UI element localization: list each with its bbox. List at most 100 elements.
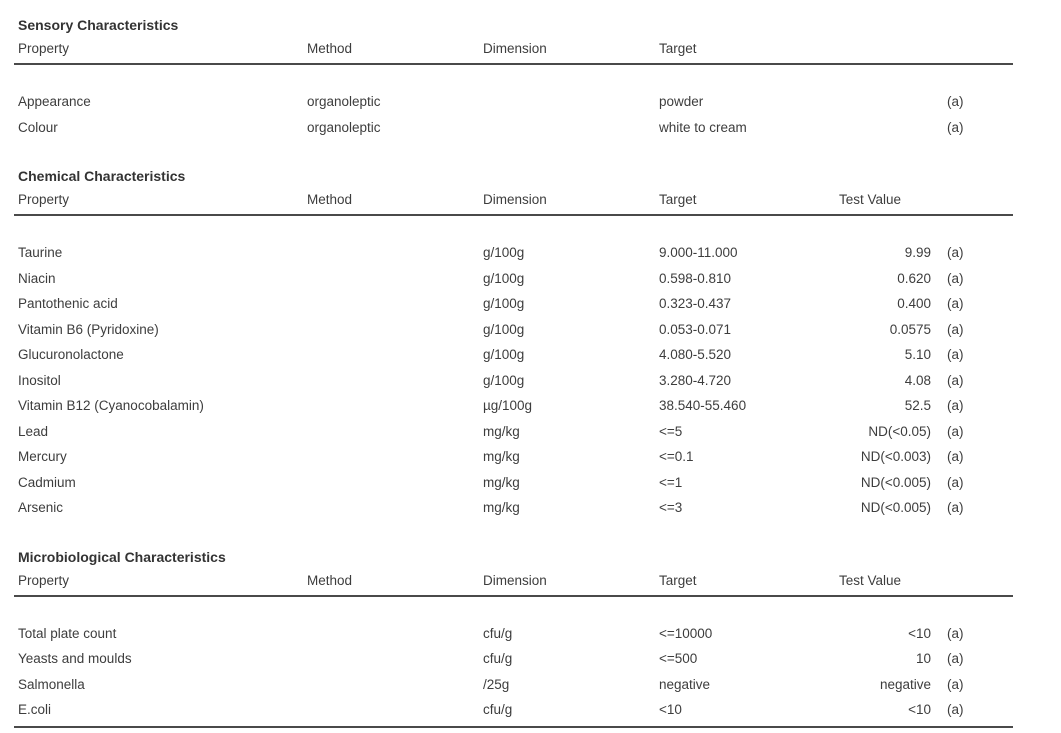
cell-property: E.coli — [18, 702, 52, 717]
cell-dimension: mg/kg — [483, 500, 520, 515]
spec-section: Microbiological Characteristics Property… — [14, 547, 1013, 723]
cell-target: <10 — [659, 702, 682, 717]
cell-target: 9.000-11.000 — [659, 245, 738, 260]
cell-property: Arsenic — [18, 500, 64, 515]
cell-test-value — [839, 89, 931, 115]
cell-method: organoleptic — [307, 94, 381, 109]
cell-method — [307, 495, 483, 521]
cell-target: negative — [659, 676, 711, 692]
column-header-flag — [931, 39, 1013, 59]
cell-target: 0.053-0.071 — [659, 321, 732, 337]
column-header-property: Property — [18, 572, 70, 588]
column-header-dimension: Dimension — [483, 41, 547, 56]
cell-test-value: 0.400 — [897, 296, 931, 311]
table-row: Appearance organoleptic powder (a) — [14, 89, 1013, 115]
cell-flag: (a) — [947, 270, 964, 286]
table-row: Vitamin B6 (Pyridoxine) g/100g 0.053-0.0… — [14, 317, 1013, 343]
cell-dimension: µg/100g — [483, 398, 533, 413]
cell-dimension: cfu/g — [483, 651, 513, 666]
cell-test-value: 0.620 — [897, 270, 931, 286]
cell-dimension: g/100g — [483, 245, 525, 260]
cell-flag: (a) — [947, 423, 964, 439]
cell-flag: (a) — [947, 449, 964, 464]
cell-test-value: ND(<0.005) — [860, 474, 931, 490]
cell-flag: (a) — [947, 321, 964, 337]
cell-property: Colour — [18, 119, 58, 135]
cell-flag: (a) — [947, 119, 964, 135]
cell-flag: (a) — [947, 94, 964, 109]
cell-target: 0.598-0.810 — [659, 270, 732, 286]
cell-dimension: g/100g — [483, 296, 525, 311]
cell-dimension: g/100g — [483, 321, 525, 337]
column-header-flag — [931, 571, 1013, 591]
cell-test-value: 4.08 — [904, 372, 931, 388]
section-title: Microbiological Characteristics — [18, 548, 226, 565]
cell-flag: (a) — [947, 702, 964, 717]
cell-target: powder — [659, 94, 704, 109]
cell-flag: (a) — [947, 651, 964, 666]
column-header-flag — [931, 190, 1013, 210]
cell-method — [307, 240, 483, 266]
table-header-row: Property Method Dimension Target Test Va… — [14, 571, 1013, 591]
column-header-method: Method — [307, 572, 353, 588]
table-row: Taurine g/100g 9.000-11.000 9.99 (a) — [14, 240, 1013, 266]
cell-property: Lead — [18, 423, 49, 439]
cell-target: <=0.1 — [659, 449, 694, 464]
table-row: Lead mg/kg <=5 ND(<0.05) (a) — [14, 419, 1013, 445]
cell-test-value: 52.5 — [904, 398, 931, 413]
cell-dimension — [483, 115, 659, 141]
sections-container: Sensory Characteristics Property Method … — [14, 15, 1013, 723]
cell-property: Appearance — [18, 94, 91, 109]
cell-dimension: mg/kg — [483, 474, 520, 490]
table-row: Cadmium mg/kg <=1 ND(<0.005) (a) — [14, 470, 1013, 496]
column-header-target: Target — [659, 41, 697, 56]
table-header-row: Property Method Dimension Target — [14, 39, 1013, 59]
table-rows: Total plate count cfu/g <=10000 <10 (a) … — [14, 621, 1013, 723]
cell-dimension: g/100g — [483, 372, 525, 388]
cell-flag: (a) — [947, 474, 964, 490]
table-header-row: Property Method Dimension Target Test Va… — [14, 190, 1013, 210]
cell-method — [307, 672, 483, 698]
cell-method — [307, 419, 483, 445]
cell-method — [307, 393, 483, 419]
table-row: E.coli cfu/g <10 <10 (a) — [14, 697, 1013, 723]
cell-property: Niacin — [18, 270, 56, 286]
table-row: Glucuronolactone g/100g 4.080-5.520 5.10… — [14, 342, 1013, 368]
cell-dimension: cfu/g — [483, 625, 513, 641]
table-rows: Appearance organoleptic powder (a) Colou… — [14, 89, 1013, 140]
cell-dimension: cfu/g — [483, 702, 513, 717]
cell-target: <=500 — [659, 651, 698, 666]
table-rows: Taurine g/100g 9.000-11.000 9.99 (a) Nia… — [14, 240, 1013, 521]
column-header-dimension: Dimension — [483, 572, 547, 588]
cell-flag: (a) — [947, 347, 964, 362]
cell-property: Vitamin B12 (Cyanocobalamin) — [18, 398, 204, 413]
cell-property: Cadmium — [18, 474, 76, 490]
cell-dimension — [483, 89, 659, 115]
cell-test-value — [839, 115, 931, 141]
cell-method — [307, 291, 483, 317]
cell-dimension: /25g — [483, 676, 510, 692]
cell-test-value: ND(<0.005) — [860, 500, 931, 515]
column-header-dimension: Dimension — [483, 192, 547, 207]
cell-target: white to cream — [659, 119, 747, 135]
table-row: Salmonella /25g negative negative (a) — [14, 672, 1013, 698]
cell-test-value: negative — [879, 676, 931, 692]
spec-section: Chemical Characteristics Property Method… — [14, 166, 1013, 521]
cell-method — [307, 266, 483, 292]
cell-method — [307, 342, 483, 368]
header-rule — [14, 63, 1013, 65]
cell-flag: (a) — [947, 296, 964, 311]
section-title: Sensory Characteristics — [18, 17, 179, 33]
table-row: Pantothenic acid g/100g 0.323-0.437 0.40… — [14, 291, 1013, 317]
column-header-test-value — [839, 39, 931, 59]
column-header-property: Property — [18, 192, 70, 207]
cell-property: Total plate count — [18, 625, 117, 641]
table-row: Total plate count cfu/g <=10000 <10 (a) — [14, 621, 1013, 647]
cell-test-value: 9.99 — [904, 245, 931, 260]
cell-target: <=10000 — [659, 625, 713, 641]
cell-method — [307, 646, 483, 672]
cell-dimension: mg/kg — [483, 449, 520, 464]
cell-property: Salmonella — [18, 676, 85, 692]
table-row: Inositol g/100g 3.280-4.720 4.08 (a) — [14, 368, 1013, 394]
cell-property: Taurine — [18, 245, 63, 260]
